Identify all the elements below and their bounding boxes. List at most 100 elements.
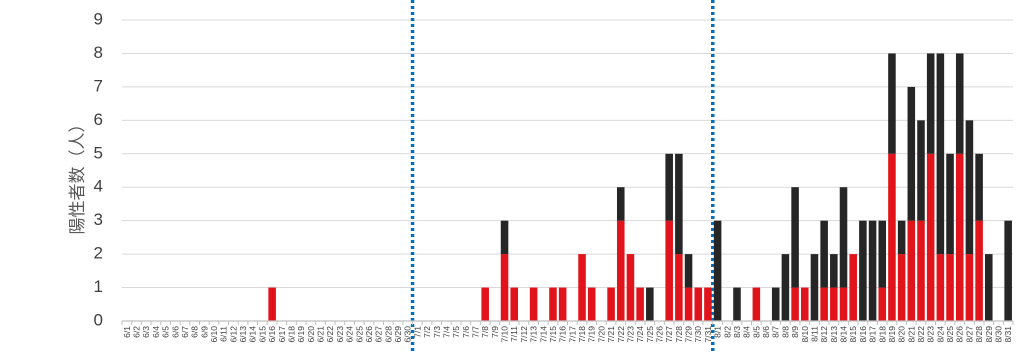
y-tick-label: 9 (94, 9, 103, 28)
bar-segment-upper (791, 187, 799, 288)
x-tick-label: 7/21 (606, 326, 616, 343)
bar-segment-lower (636, 287, 644, 321)
x-tick-label: 7/3 (432, 326, 442, 338)
x-tick-label: 7/2 (422, 326, 432, 338)
bar-segment-upper (936, 53, 945, 255)
x-tick-label: 6/8 (190, 326, 200, 338)
x-tick-label: 8/1 (713, 326, 723, 338)
bar-segment-upper (1004, 220, 1012, 321)
x-tick-label: 7/26 (655, 326, 665, 343)
y-tick-label: 6 (94, 110, 103, 129)
bar-segment-lower (839, 287, 848, 321)
bar-segment-lower (268, 287, 276, 321)
x-tick-label: 8/5 (751, 326, 761, 338)
x-tick-label: 7/28 (674, 326, 684, 343)
bar-segment-lower (830, 287, 838, 321)
y-tick-label: 2 (94, 244, 103, 263)
bar-segment-upper (897, 220, 906, 255)
x-tick-label: 7/17 (567, 326, 577, 343)
x-tick-label: 6/30 (403, 326, 413, 343)
x-tick-label: 6/17 (277, 326, 287, 343)
x-tick-label: 7/20 (596, 326, 606, 343)
x-tick-label: 8/9 (790, 326, 800, 338)
x-tick-label: 6/9 (199, 326, 209, 338)
bar-segment-lower (578, 254, 586, 321)
x-tick-label: 7/8 (480, 326, 490, 338)
bar-segment-upper (868, 220, 877, 321)
bar-segment-upper (781, 254, 790, 321)
bar-segment-upper (733, 287, 741, 321)
x-tick-label: 7/29 (684, 326, 694, 343)
grid-lines (122, 19, 1013, 289)
x-tick-labels: 6/1 6/2 6/3 6/4 6/5 6/6 6/7 6/8 6/9 6/10 6/11 6/12 6… (122, 326, 1013, 343)
bar-segment-lower (936, 254, 945, 321)
x-tick-label: 7/5 (451, 326, 461, 338)
bar-segment-lower (955, 153, 964, 321)
x-tick-label: 6/22 (325, 326, 335, 343)
x-tick-label: 8/26 (955, 326, 965, 343)
x-tick-label: 6/1 (122, 326, 132, 338)
bar-segment-upper (665, 153, 673, 221)
bar-segment-upper (839, 187, 848, 288)
bar-segment-upper (713, 220, 722, 321)
bar-segment-lower (616, 220, 625, 321)
bar-segment-upper (965, 120, 974, 255)
bar-segment-upper (500, 220, 509, 255)
x-tick-label: 6/28 (383, 326, 393, 343)
y-tick-label: 8 (94, 43, 103, 62)
bar-segment-lower (529, 287, 538, 321)
x-tick-label: 8/11 (809, 326, 819, 342)
bar-segment-upper (684, 254, 693, 288)
x-tick-label: 8/16 (858, 326, 868, 343)
bar-segment-lower (752, 287, 761, 321)
y-tick-label: 3 (94, 210, 103, 229)
bar-segment-upper (955, 53, 964, 154)
x-tick-label: 8/3 (732, 326, 742, 338)
bar-segment-lower (704, 287, 712, 321)
bar-segment-upper (616, 187, 625, 221)
bar-segment-upper (820, 220, 828, 288)
y-tick-label: 0 (94, 310, 103, 329)
x-tick-label: 6/29 (393, 326, 403, 343)
x-tick-label: 7/27 (664, 326, 674, 343)
x-tick-label: 6/18 (286, 326, 296, 343)
bar-segment-upper (907, 86, 916, 221)
x-tick-label: 8/17 (868, 326, 878, 343)
bar-segment-lower (975, 220, 983, 321)
x-tick-label: 7/18 (577, 326, 587, 343)
bar-segment-upper (646, 287, 654, 321)
bar-segment-upper (830, 254, 838, 288)
x-tick-label: 7/24 (635, 326, 645, 343)
bar-segment-lower (801, 287, 809, 321)
x-tick-label: 7/19 (587, 326, 597, 343)
x-tick-label: 8/29 (984, 326, 994, 343)
x-tick-label: 6/19 (296, 326, 306, 343)
x-tick-label: 7/1 (412, 326, 422, 338)
bar-segment-lower (665, 220, 673, 321)
x-tick-label: 7/30 (693, 326, 703, 343)
y-tick-label: 7 (94, 76, 103, 95)
bar-segment-upper (810, 254, 819, 321)
bar-segment-lower (926, 153, 935, 321)
x-tick-label: 7/16 (558, 326, 568, 343)
x-tick-label: 8/15 (848, 326, 858, 343)
x-tick-label: 6/13 (238, 326, 248, 343)
x-tick-label: 8/10 (800, 326, 810, 343)
axes (121, 320, 1014, 325)
x-tick-label: 8/8 (780, 326, 790, 338)
x-tick-label: 6/27 (374, 326, 384, 343)
x-tick-label: 6/12 (228, 326, 238, 343)
x-tick-label: 6/24 (345, 326, 355, 343)
x-tick-label: 8/21 (906, 326, 916, 343)
x-tick-label: 7/6 (461, 326, 471, 338)
x-tick-label: 6/20 (306, 326, 316, 343)
bar-segment-upper (926, 53, 935, 154)
bar-segment-upper (946, 153, 954, 255)
x-tick-label: 8/24 (935, 326, 945, 343)
x-tick-label: 8/31 (1003, 326, 1013, 343)
period-dividers (410, 0, 715, 352)
x-tick-label: 8/2 (722, 326, 732, 338)
x-tick-label: 6/10 (209, 326, 219, 343)
x-tick-label: 7/15 (548, 326, 558, 343)
